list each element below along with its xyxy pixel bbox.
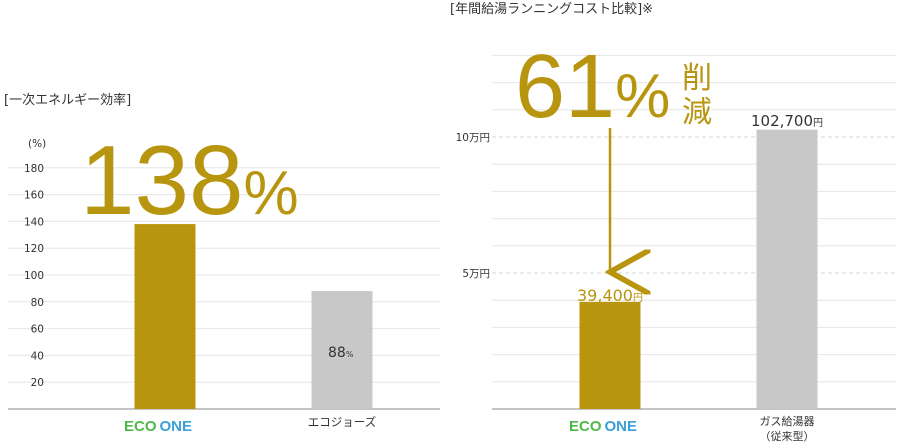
gas-cost-data-label: 102,700円 (751, 112, 823, 130)
gas-efficiency-bar (311, 291, 373, 409)
cost-reduction-suffix-1: 削 (682, 61, 712, 96)
efficiency-chart: [一次エネルギー効率] (%) 20406080100120140160180 … (4, 92, 440, 435)
y-tick-label: 100 (24, 270, 44, 282)
gas-cost-category-label-line1: ガス給湯器 (760, 414, 815, 428)
efficiency-headline-unit: % (244, 159, 299, 228)
logo-one-text: ONE (160, 418, 193, 435)
y-tick-label: 20 (31, 377, 44, 389)
efficiency-bars (134, 224, 373, 409)
y-tick-label: 160 (24, 190, 44, 202)
gas-cost-category-label-line2: （従来型） (760, 429, 815, 443)
cost-reduction-headline: 61% (515, 37, 670, 137)
efficiency-headline: 138% (80, 125, 299, 235)
efficiency-y-ticks: 20 40 60 80 100 120 140 160 180 (24, 163, 44, 389)
logo-eco-one-left: ECO ONE (124, 418, 192, 435)
y-tick-label: 180 (24, 163, 44, 175)
eco-one-efficiency-bar (134, 224, 196, 409)
y-tick-label: 80 (31, 297, 44, 309)
y-tick-label: 60 (31, 324, 44, 336)
running-cost-chart-title: [年間給湯ランニングコスト比較]※ (450, 2, 653, 17)
efficiency-chart-title: [一次エネルギー効率] (4, 92, 131, 108)
efficiency-y-unit: (%) (28, 138, 46, 150)
logo-eco-text: ECO (124, 418, 157, 435)
y-tick-label: 140 (24, 216, 44, 228)
eco-one-cost-data-label: 39,400円 (577, 286, 643, 305)
eco-one-cost-bar (579, 301, 641, 409)
y-tick-label: 40 (31, 350, 44, 362)
y-tick-label: 10万円 (456, 132, 490, 144)
running-cost-bars (579, 129, 818, 409)
logo-eco-one-right: ECO ONE (569, 418, 637, 435)
cost-reduction-value: 61 (515, 37, 615, 137)
y-tick-label: 5万円 (462, 268, 490, 280)
running-cost-gridlines (492, 54, 896, 383)
cost-reduction-suffix-2: 減 (682, 95, 712, 130)
gas-cost-bar (756, 129, 818, 409)
y-tick-label: 120 (24, 243, 44, 255)
efficiency-gridlines (8, 167, 440, 383)
running-cost-y-ticks: 5万円 10万円 (456, 132, 490, 280)
running-cost-chart: [年間給湯ランニングコスト比較]※ 5万円 10万円 61% 削 減 39,400… (450, 2, 896, 443)
gas-efficiency-category-label: エコジョーズ (308, 415, 376, 429)
efficiency-headline-value: 138 (80, 125, 244, 235)
cost-reduction-unit: % (615, 62, 670, 131)
